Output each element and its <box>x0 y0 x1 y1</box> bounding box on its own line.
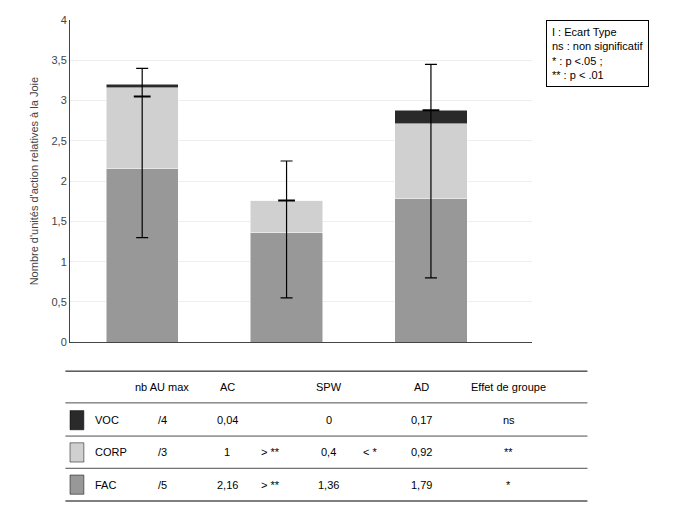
svg-text:0: 0 <box>326 414 332 426</box>
svg-text:< *: < * <box>363 446 377 458</box>
svg-text:**: ** <box>504 446 513 458</box>
svg-text:1,79: 1,79 <box>411 479 432 491</box>
svg-text:0,92: 0,92 <box>411 446 432 458</box>
svg-text:2: 2 <box>61 175 67 187</box>
svg-text:*: * <box>506 479 511 491</box>
svg-text:/3: /3 <box>158 446 167 458</box>
svg-text:2,16: 2,16 <box>217 479 238 491</box>
svg-text:CORP: CORP <box>95 446 127 458</box>
svg-text:1,5: 1,5 <box>52 215 67 227</box>
svg-text:FAC: FAC <box>95 479 116 491</box>
svg-text:Effet de groupe: Effet de groupe <box>471 381 546 393</box>
svg-text:1: 1 <box>224 446 230 458</box>
svg-text:Nombre d'unités d'action relat: Nombre d'unités d'action relatives à la … <box>28 77 40 285</box>
svg-text:1: 1 <box>61 256 67 268</box>
svg-text:3,5: 3,5 <box>52 54 67 66</box>
svg-text:> **: > ** <box>261 446 280 458</box>
svg-text:/4: /4 <box>158 414 167 426</box>
svg-text:> **: > ** <box>261 479 280 491</box>
svg-text:/5: /5 <box>158 479 167 491</box>
svg-text:3: 3 <box>61 94 67 106</box>
svg-text:AD: AD <box>414 381 429 393</box>
svg-text:0,4: 0,4 <box>321 446 336 458</box>
svg-text:1,36: 1,36 <box>318 479 339 491</box>
svg-text:I : Ecart Typens : non signifi: I : Ecart Typens : non significatif* : p… <box>552 26 643 81</box>
svg-text:AC: AC <box>220 381 235 393</box>
svg-text:0,5: 0,5 <box>52 296 67 308</box>
svg-text:0: 0 <box>61 336 67 348</box>
svg-text:nb AU max: nb AU max <box>135 381 189 393</box>
svg-text:4: 4 <box>61 14 67 26</box>
svg-text:0,04: 0,04 <box>217 414 238 426</box>
svg-text:0,17: 0,17 <box>411 414 432 426</box>
svg-text:SPW: SPW <box>316 381 342 393</box>
svg-text:VOC: VOC <box>95 414 119 426</box>
svg-text:2,5: 2,5 <box>52 135 67 147</box>
svg-text:ns: ns <box>503 414 515 426</box>
